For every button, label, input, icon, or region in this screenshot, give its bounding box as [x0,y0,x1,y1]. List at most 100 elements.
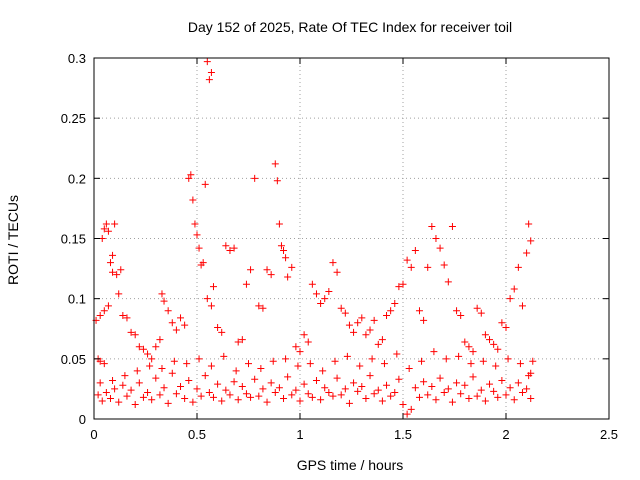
data-point [193,231,201,239]
data-point [156,391,164,399]
x-tick-label: 2.5 [600,427,618,442]
data-point [465,343,473,351]
x-tick-label: 0 [90,427,97,442]
data-point [156,336,164,344]
data-point [100,225,108,233]
data-point [317,299,325,307]
data-point [102,220,110,228]
data-point [490,340,498,348]
data-point [374,340,382,348]
data-point [399,401,407,409]
data-point [356,362,364,370]
data-point [152,374,160,382]
data-point [403,256,411,264]
data-point [304,338,312,346]
data-point [113,271,121,279]
data-point [502,324,510,332]
data-point [407,263,415,271]
y-tick-label: 0.05 [61,352,86,367]
data-point [444,278,452,286]
data-point [514,379,522,387]
data-point [345,399,353,407]
x-tick-labels: 0 0.5 1 1.5 2 2.5 [90,427,618,442]
data-point [418,357,426,365]
y-axis-label: ROTI / TECUs [5,195,21,285]
data-point [444,385,452,393]
data-point [238,383,246,391]
data-point [181,321,189,329]
data-point [203,58,211,66]
data-point [148,355,156,363]
data-point [428,222,436,230]
data-point [172,326,180,334]
data-point [325,389,333,397]
data-point [300,380,308,388]
data-point [158,364,166,372]
data-point [148,396,156,404]
y-tick-label: 0.15 [61,232,86,247]
data-point [207,68,215,76]
data-point [232,367,240,375]
data-point [337,391,345,399]
data-point [366,372,374,380]
data-point [195,244,203,252]
data-point [312,290,320,298]
data-point [102,389,110,397]
data-point [527,237,535,245]
data-point [391,299,399,307]
data-point [106,259,114,267]
data-point [275,220,283,228]
data-point [269,357,277,365]
data-point [181,395,189,403]
data-point [498,319,506,327]
data-point [158,290,166,298]
data-point [411,247,419,255]
data-point [201,180,209,188]
data-point [411,384,419,392]
data-point [259,304,267,312]
data-point [164,399,172,407]
data-point [100,307,108,315]
data-point [189,398,197,406]
data-point [242,390,250,398]
data-point [226,247,234,255]
data-point [273,177,281,185]
data-point [177,383,185,391]
data-point [362,331,370,339]
data-point [358,314,366,322]
data-point [187,171,195,179]
data-point [201,372,209,380]
data-point [160,297,168,305]
data-point [280,395,288,403]
data-point [282,355,290,363]
data-point [288,391,296,399]
data-point [448,222,456,230]
data-point [436,244,444,252]
data-point [121,372,129,380]
data-point [127,386,135,394]
data-point [284,373,292,381]
y-tick-label: 0.25 [61,111,86,126]
data-point [209,393,217,401]
data-point [203,295,211,303]
data-point [195,355,203,363]
data-point [457,390,465,398]
data-point [251,375,259,383]
data-point [294,362,302,370]
data-point [119,312,127,320]
data-point [333,268,341,276]
data-point [300,331,308,339]
data-point [358,383,366,391]
data-point [481,397,489,405]
data-point [242,280,250,288]
data-point [506,384,514,392]
data-point [345,321,353,329]
data-point [259,385,267,393]
data-point [131,331,139,339]
data-point [292,386,300,394]
data-point [100,360,108,368]
data-point [214,324,222,332]
x-tick-label: 1 [296,427,303,442]
data-point [354,319,362,327]
data-point [255,392,263,400]
